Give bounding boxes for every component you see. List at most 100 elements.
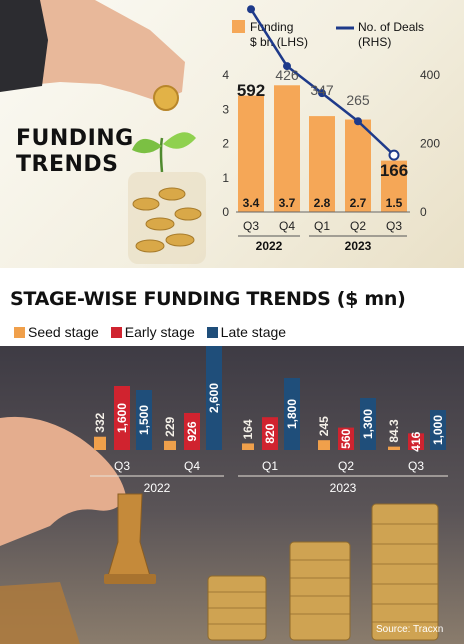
quarter-label: Q1: [314, 219, 330, 233]
stage-bar-label: 164: [241, 419, 255, 439]
legend-label: Late stage: [220, 324, 287, 340]
stage-bar: [114, 386, 130, 450]
stage-bar: [164, 440, 176, 450]
deals-label: 166: [380, 161, 408, 180]
funding-bar-label: 2.8: [314, 196, 331, 210]
leaf-icon: [163, 132, 196, 149]
stage-bar: [242, 443, 254, 450]
source-note: Source: Tracxn: [376, 624, 444, 635]
stage-bar: [408, 433, 424, 450]
stage-bar-label: 926: [185, 421, 199, 441]
chess-base: [104, 574, 156, 584]
chess-piece-icon: [0, 582, 80, 644]
legend-swatch: [110, 327, 122, 338]
stage-bar-label: 1,000: [431, 415, 445, 445]
left-tick-label: 0: [222, 205, 229, 219]
deals-label: 426: [275, 67, 299, 83]
stage-bar-label: 820: [263, 423, 277, 443]
stage-bar-label: 1,300: [361, 409, 375, 439]
legend-item-early: Early stage: [110, 324, 195, 340]
funding-bar: [345, 119, 371, 212]
right-tick-label: 0: [420, 205, 427, 219]
deals-label: 265: [346, 92, 370, 108]
coin-stacks: [207, 503, 439, 641]
stage-chart-title: STAGE-WISE FUNDING TRENDS ($ mn): [10, 288, 406, 310]
stage-bar-label: 1,600: [115, 403, 129, 433]
funding-bar-label: 3.4: [243, 196, 260, 210]
stage-bar-label: 1,800: [285, 399, 299, 429]
funding-trends-artwork: [0, 0, 206, 264]
stage-legend: Seed stage Early stage Late stage: [14, 324, 294, 340]
leaf-icon: [132, 138, 162, 154]
stage-bar: [430, 410, 446, 450]
legend-swatch: [206, 327, 218, 338]
funding-title-line1: FUNDING: [16, 126, 134, 151]
year-label: 2022: [144, 481, 171, 495]
stage-bar-label: 332: [93, 412, 107, 432]
quarter-label: Q2: [350, 219, 366, 233]
coin-icon: [153, 85, 179, 111]
stage-bar: [94, 436, 106, 450]
legend-label: Early stage: [124, 324, 195, 340]
stage-bar: [318, 440, 330, 450]
stage-bar: [206, 346, 222, 450]
deals-point: [354, 117, 362, 126]
stage-bar: [284, 378, 300, 450]
legend-label-funding: Funding: [250, 20, 293, 34]
funding-chart: Funding$ bn (LHS) No. of Deals(RHS) 0 1 2 3 4 0…: [222, 5, 440, 253]
legend-item-seed: Seed stage: [14, 324, 99, 340]
funding-title-line2: TRENDS: [16, 152, 119, 177]
right-tick-label: 200: [420, 137, 440, 151]
legend-label-deals: (RHS): [358, 35, 391, 49]
quarter-label: Q1: [262, 459, 278, 473]
hand-icon: [0, 416, 126, 546]
stage-bar-label: 245: [317, 416, 331, 436]
legend-label: Seed stage: [28, 324, 99, 340]
legend-swatch-funding: [232, 20, 245, 33]
stage-bar: [262, 417, 278, 450]
stage-bar-label: 2,600: [207, 383, 221, 413]
year-label: 2023: [330, 481, 357, 495]
stage-bar: [338, 427, 354, 450]
deals-point: [283, 62, 291, 71]
stage-bar-label: 560: [339, 428, 353, 448]
funding-bar: [309, 116, 335, 212]
funding-bar-label: 1.5: [386, 196, 403, 210]
quarter-label: Q2: [338, 459, 354, 473]
quarter-label: Q4: [184, 459, 200, 473]
stage-bar: [360, 398, 376, 450]
stage-bar-label: 416: [409, 431, 423, 451]
stage-panel: 332 229 164 245 84.3 1,600 926 820 560 416 1,500 2,…: [0, 346, 464, 644]
funding-bar-label: 3.7: [279, 196, 296, 210]
deals-label: 592: [237, 81, 265, 100]
funding-bar: [274, 85, 300, 212]
sprout-stem: [159, 137, 164, 173]
hand-icon: [0, 0, 185, 102]
left-tick-label: 1: [222, 171, 229, 185]
stage-bar-label: 1,500: [137, 405, 151, 435]
left-tick-label: 3: [222, 102, 229, 116]
stage-bar-label: 84.3: [387, 419, 401, 443]
year-label: 2023: [345, 239, 372, 253]
quarter-label: Q3: [243, 219, 259, 233]
left-tick-label: 4: [222, 68, 229, 82]
legend-label-deals: No. of Deals: [358, 20, 424, 34]
funding-bar-label: 2.7: [350, 196, 367, 210]
deals-point: [247, 5, 255, 14]
stage-header: STAGE-WISE FUNDING TRENDS ($ mn) Seed st…: [0, 268, 464, 346]
stage-bar: [388, 446, 400, 450]
deals-point: [318, 89, 326, 98]
quarter-label: Q4: [279, 219, 295, 233]
sleeve-icon: [0, 0, 48, 92]
funding-bar: [381, 160, 407, 212]
left-tick-label: 2: [222, 137, 229, 151]
funding-bar: [238, 95, 264, 212]
funding-trends-panel: FUNDING TRENDS Funding $ bn (LHS) No. of D…: [0, 0, 464, 268]
stage-chart: 332 229 164 245 84.3 1,600 926 820 560 416 1,500 2,…: [90, 346, 448, 495]
stage-bar: [136, 390, 152, 450]
year-label: 2022: [256, 239, 283, 253]
stage-artwork: [0, 416, 439, 644]
stage-bar: [184, 412, 200, 450]
quarter-label: Q3: [386, 219, 402, 233]
legend-label-funding: $ bn (LHS): [250, 35, 308, 49]
